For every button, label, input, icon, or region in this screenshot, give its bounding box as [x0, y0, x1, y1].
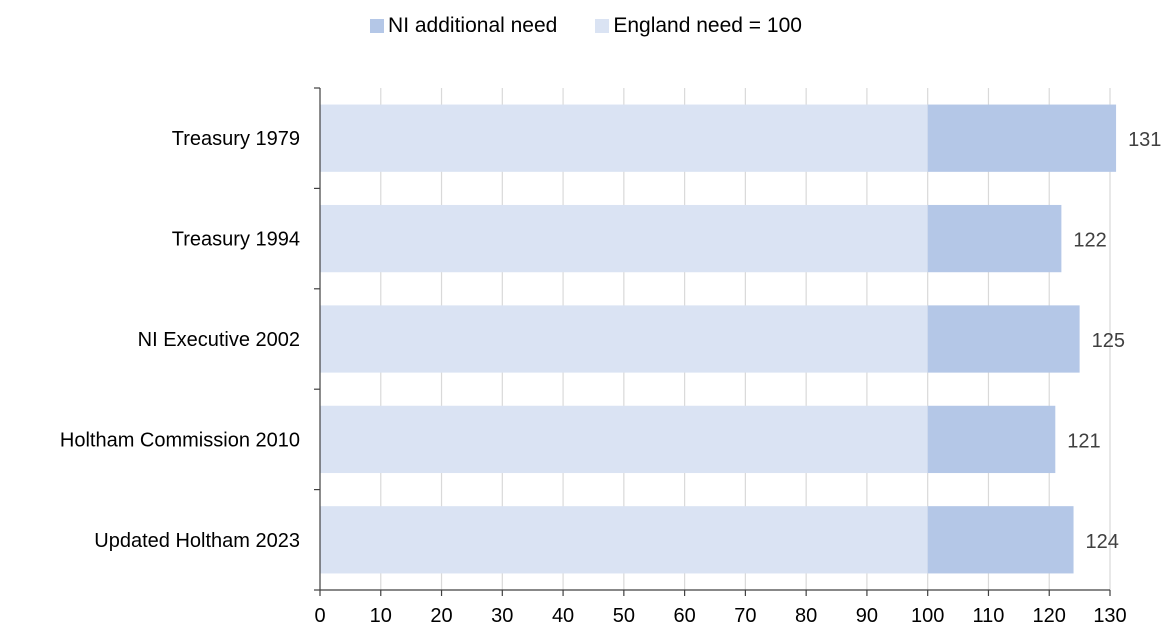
x-tick-label-10: 10	[370, 605, 392, 627]
category-label-3: Holtham Commission 2010	[60, 429, 300, 451]
labels: 131 Treasury 1979 122 Treasury 1994 125 NI Ex…	[60, 128, 1162, 627]
chart-legend: NI additional need England need = 100	[0, 14, 1172, 38]
legend-label-ni-additional: NI additional need	[388, 14, 558, 37]
x-tick-label-60: 60	[673, 605, 695, 627]
x-tick-label-120: 120	[1033, 605, 1066, 627]
x-tick-label-50: 50	[613, 605, 635, 627]
data-label-2: 125	[1092, 330, 1125, 352]
bars	[320, 104, 1117, 574]
category-label-2: NI Executive 2002	[138, 329, 300, 351]
x-tick-label-130: 130	[1093, 605, 1126, 627]
x-tick-label-100: 100	[911, 605, 944, 627]
data-label-3: 121	[1067, 430, 1100, 452]
x-tick-label-20: 20	[430, 605, 452, 627]
x-tick-label-0: 0	[314, 605, 325, 627]
x-tick-label-30: 30	[491, 605, 513, 627]
data-label-1: 122	[1073, 230, 1106, 252]
category-label-1: Treasury 1994	[172, 229, 300, 251]
legend-item-ni-additional: NI additional need	[370, 14, 557, 38]
legend-item-england-need: England need = 100	[595, 14, 802, 38]
bar-england-need-1	[320, 204, 928, 273]
legend-swatch-ni-additional	[370, 19, 385, 33]
x-tick-label-90: 90	[856, 605, 878, 627]
bar-england-need-4	[320, 506, 928, 574]
x-tick-label-70: 70	[734, 605, 756, 627]
axes	[314, 87, 1111, 596]
bar-ni-additional-1	[927, 204, 1062, 273]
bar-england-need-0	[320, 104, 928, 172]
data-label-0: 131	[1128, 129, 1161, 151]
legend-label-england-need: England need = 100	[613, 14, 802, 37]
x-tick-label-40: 40	[552, 605, 574, 627]
bar-ni-additional-4	[927, 506, 1074, 574]
bar-ni-additional-0	[927, 104, 1117, 172]
bar-ni-additional-2	[927, 305, 1080, 373]
data-label-4: 124	[1086, 531, 1119, 553]
legend-swatch-england-need	[595, 19, 610, 33]
x-tick-label-110: 110	[973, 605, 1005, 627]
category-label-0: Treasury 1979	[172, 128, 300, 150]
category-label-4: Updated Holtham 2023	[94, 530, 300, 552]
bar-england-need-2	[320, 305, 928, 373]
bar-england-need-3	[320, 405, 928, 474]
x-tick-label-80: 80	[795, 605, 817, 627]
bar-ni-additional-3	[927, 405, 1056, 474]
